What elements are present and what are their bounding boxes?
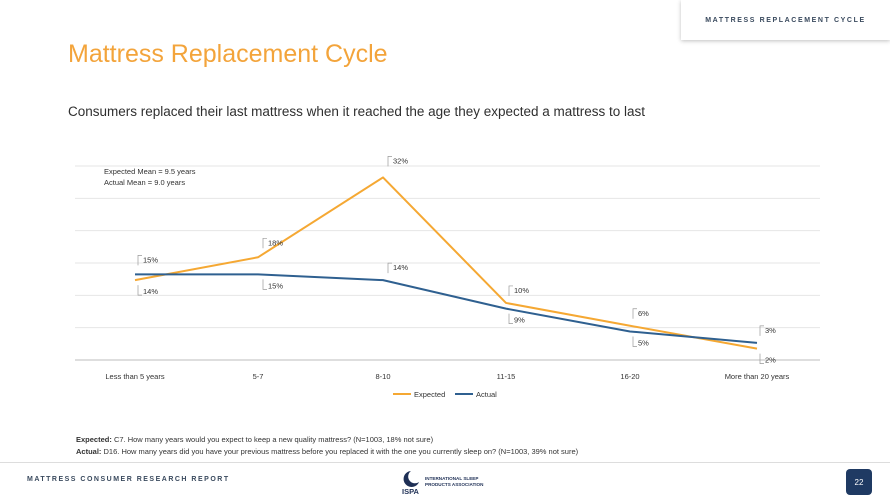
x-tick-label: 5-7: [253, 372, 264, 381]
footnote-expected-text: C7. How many years would you expect to k…: [113, 435, 434, 444]
footnote-actual-label: Actual:: [76, 447, 102, 456]
chart-x-ticks: Less than 5 years 5-7 8-10 11-15 16-20 More t…: [105, 372, 789, 381]
x-tick-label: More than 20 years: [725, 372, 790, 381]
label-leader: [137, 255, 142, 266]
page-title: Mattress Replacement Cycle: [68, 40, 388, 68]
label-leader: [632, 308, 637, 319]
series-line-expected: [134, 176, 758, 350]
page-subtitle: Consumers replaced their last mattress w…: [68, 104, 646, 119]
footnotes: Expected: C7. How many years would you e…: [76, 434, 578, 458]
label-leader: [759, 353, 764, 364]
label-leader: [759, 325, 764, 336]
logo-name: INTERNATIONAL SLEEP PRODUCTS ASSOCIATION: [425, 476, 495, 487]
data-label-expected: 32%: [393, 156, 408, 165]
data-label-actual: 14%: [393, 263, 408, 272]
footer: MATTRESS CONSUMER RESEARCH REPORT ISPA I…: [0, 462, 890, 502]
data-label-actual: 3%: [765, 326, 776, 335]
label-leader: [387, 262, 392, 274]
label-leader: [262, 237, 267, 249]
footnote-actual: Actual: D16. How many years did you have…: [76, 446, 578, 458]
data-label-actual: 5%: [638, 338, 649, 347]
x-tick-label: 11-15: [497, 372, 516, 381]
chart-data-labels: 14% 18% 32% 10% 6% 2% 15% 15% 14% 9% 5% 3%: [137, 156, 776, 365]
page-number: 22: [846, 469, 872, 495]
x-tick-label: Less than 5 years: [105, 372, 164, 381]
label-leader: [508, 285, 513, 296]
data-label-expected: 2%: [765, 356, 776, 365]
crescent-moon-icon: [403, 471, 419, 487]
footnote-expected-label: Expected:: [76, 435, 112, 444]
data-label-expected: 10%: [514, 286, 529, 295]
label-leader: [632, 336, 637, 347]
label-leader: [508, 313, 513, 324]
data-label-expected: 14%: [143, 287, 158, 296]
data-label-actual: 9%: [514, 316, 525, 325]
data-label-expected: 18%: [268, 238, 283, 247]
footnote-expected: Expected: C7. How many years would you e…: [76, 434, 578, 446]
legend-label-actual: Actual: [476, 390, 497, 399]
label-leader: [262, 279, 267, 290]
logo-name-line: PRODUCTS ASSOCIATION: [425, 481, 484, 487]
data-label-actual: 15%: [143, 255, 158, 264]
chart-legend: Expected Actual: [393, 390, 497, 399]
x-tick-label: 8-10: [375, 372, 390, 381]
footnote-actual-text: D16. How many years did you have your pr…: [103, 447, 579, 456]
series-line-actual: [135, 273, 758, 344]
label-leader: [137, 285, 142, 296]
legend-label-expected: Expected: [414, 390, 445, 399]
logo-abbrev: ISPA: [402, 487, 419, 496]
chart-annotation: Actual Mean = 9.0 years: [104, 178, 185, 187]
x-tick-label: 16-20: [620, 372, 639, 381]
footer-report-title: MATTRESS CONSUMER RESEARCH REPORT: [27, 476, 230, 483]
chart-grid: [75, 165, 820, 361]
ispa-logo: ISPA INTERNATIONAL SLEEP PRODUCTS ASSOCI…: [397, 469, 497, 497]
chart-annotation: Expected Mean = 9.5 years: [104, 167, 196, 176]
chart-annotations: Expected Mean = 9.5 years Actual Mean = 9…: [104, 167, 196, 187]
section-tab: MATTRESS REPLACEMENT CYCLE: [681, 0, 890, 40]
chart-lines: [134, 176, 758, 350]
label-leader: [387, 156, 392, 167]
section-label: MATTRESS REPLACEMENT CYCLE: [705, 16, 866, 24]
logo-name-line: INTERNATIONAL SLEEP: [425, 476, 479, 481]
data-label-expected: 6%: [638, 309, 649, 318]
line-chart: 14% 18% 32% 10% 6% 2% 15% 15% 14% 9% 5% 3% Less tha…: [75, 156, 820, 399]
data-label-actual: 15%: [268, 281, 283, 290]
